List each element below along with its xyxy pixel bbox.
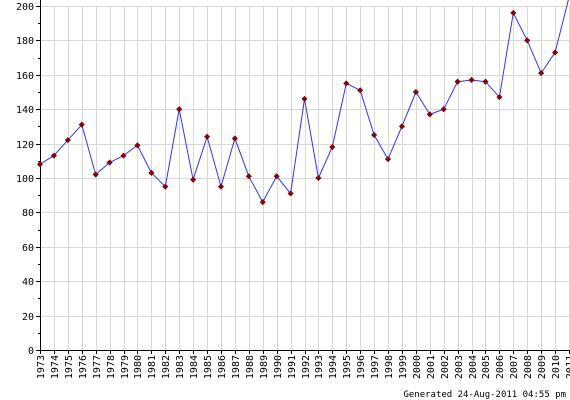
x-tick-label-2011: 2011	[565, 355, 570, 379]
x-tick-label-2007: 2007	[509, 355, 520, 379]
x-tick-label-1987: 1987	[231, 355, 242, 379]
x-tick-label-1973: 1973	[36, 355, 47, 379]
x-tick-label-1996: 1996	[356, 355, 367, 379]
data-point-1987	[231, 135, 238, 142]
data-point-2005	[482, 78, 489, 85]
x-tick-label-1983: 1983	[175, 355, 186, 379]
x-tick-label-2001: 2001	[426, 355, 437, 379]
x-tick-label-1994: 1994	[328, 355, 339, 379]
data-point-1976	[78, 121, 85, 128]
data-point-1991	[287, 190, 294, 197]
x-tick-label-1985: 1985	[203, 355, 214, 379]
x-tick-label-1980: 1980	[133, 355, 144, 379]
y-tick-label-200: 200	[16, 2, 34, 13]
x-tick-label-1999: 1999	[398, 355, 409, 379]
data-point-2003	[454, 78, 461, 85]
data-point-1975	[64, 137, 71, 144]
y-tick-label-100: 100	[16, 174, 34, 185]
y-tick-label-0: 0	[28, 346, 34, 357]
x-tick-label-1988: 1988	[245, 355, 256, 379]
data-point-2006	[496, 94, 503, 101]
data-point-1980	[134, 142, 141, 149]
x-tick-label-1995: 1995	[342, 355, 353, 379]
data-point-2008	[524, 37, 531, 44]
x-tick-label-2009: 2009	[537, 355, 548, 379]
data-point-1983	[176, 106, 183, 113]
x-tick-label-1997: 1997	[370, 355, 381, 379]
x-tick-label-2003: 2003	[454, 355, 465, 379]
data-point-1973	[36, 161, 44, 168]
x-tick-label-1977: 1977	[92, 355, 103, 379]
x-tick-label-1976: 1976	[78, 355, 89, 379]
x-tick-label-1981: 1981	[147, 355, 158, 379]
x-tick-label-2005: 2005	[481, 355, 492, 379]
x-tick-label-2006: 2006	[495, 355, 506, 379]
data-point-1981	[148, 169, 155, 176]
data-point-1974	[50, 152, 57, 159]
x-tick-label-1993: 1993	[314, 355, 325, 379]
data-point-1990	[273, 173, 280, 180]
data-point-1979	[120, 152, 127, 159]
y-tick-label-140: 140	[16, 105, 34, 116]
x-tick-label-1989: 1989	[259, 355, 270, 379]
data-point-1998	[385, 156, 392, 163]
data-point-2007	[510, 9, 517, 16]
data-point-2010	[552, 49, 559, 56]
data-point-1986	[217, 183, 224, 190]
data-point-1984	[190, 176, 197, 183]
data-point-1988	[245, 173, 252, 180]
y-tick-label-40: 40	[22, 277, 34, 288]
y-tick-label-180: 180	[16, 36, 34, 47]
data-point-1982	[162, 183, 169, 190]
data-point-2002	[440, 106, 447, 113]
data-point-1997	[371, 131, 378, 139]
x-tick-label-1991: 1991	[287, 355, 298, 379]
data-point-1999	[398, 123, 405, 130]
x-tick-label-2008: 2008	[523, 355, 534, 379]
x-tick-label-1986: 1986	[217, 355, 228, 379]
x-tick-label-1982: 1982	[161, 355, 172, 379]
y-tick-label-80: 80	[22, 208, 34, 219]
x-tick-label-2010: 2010	[551, 355, 562, 379]
x-tick-label-1978: 1978	[106, 355, 117, 379]
x-tick-label-2000: 2000	[412, 355, 423, 379]
data-point-1985	[204, 133, 211, 140]
x-tick-label-1984: 1984	[189, 355, 200, 379]
data-point-2004	[468, 76, 475, 83]
x-tick-label-1998: 1998	[384, 355, 395, 379]
y-tick-label-60: 60	[22, 243, 34, 254]
y-tick-label-160: 160	[16, 71, 34, 82]
x-tick-label-1975: 1975	[64, 355, 75, 379]
data-point-2001	[426, 111, 433, 118]
x-tick-label-1979: 1979	[120, 355, 131, 379]
x-tick-label-2002: 2002	[440, 355, 451, 379]
data-point-1996	[357, 87, 364, 94]
y-tick-label-20: 20	[22, 312, 34, 323]
x-tick-label-1990: 1990	[273, 355, 284, 379]
data-point-1992	[301, 95, 308, 102]
y-tick-label-120: 120	[16, 140, 34, 151]
data-point-1978	[106, 159, 113, 166]
x-tick-label-1974: 1974	[50, 355, 61, 379]
data-point-1993	[315, 174, 322, 182]
data-point-2000	[412, 88, 419, 96]
data-point-1994	[329, 144, 336, 151]
data-point-1989	[259, 199, 266, 206]
data-point-2009	[538, 70, 545, 77]
x-tick-label-2004: 2004	[468, 355, 479, 379]
data-point-1977	[92, 171, 99, 178]
data-point-1995	[343, 80, 350, 87]
x-tick-label-1992: 1992	[301, 355, 312, 379]
